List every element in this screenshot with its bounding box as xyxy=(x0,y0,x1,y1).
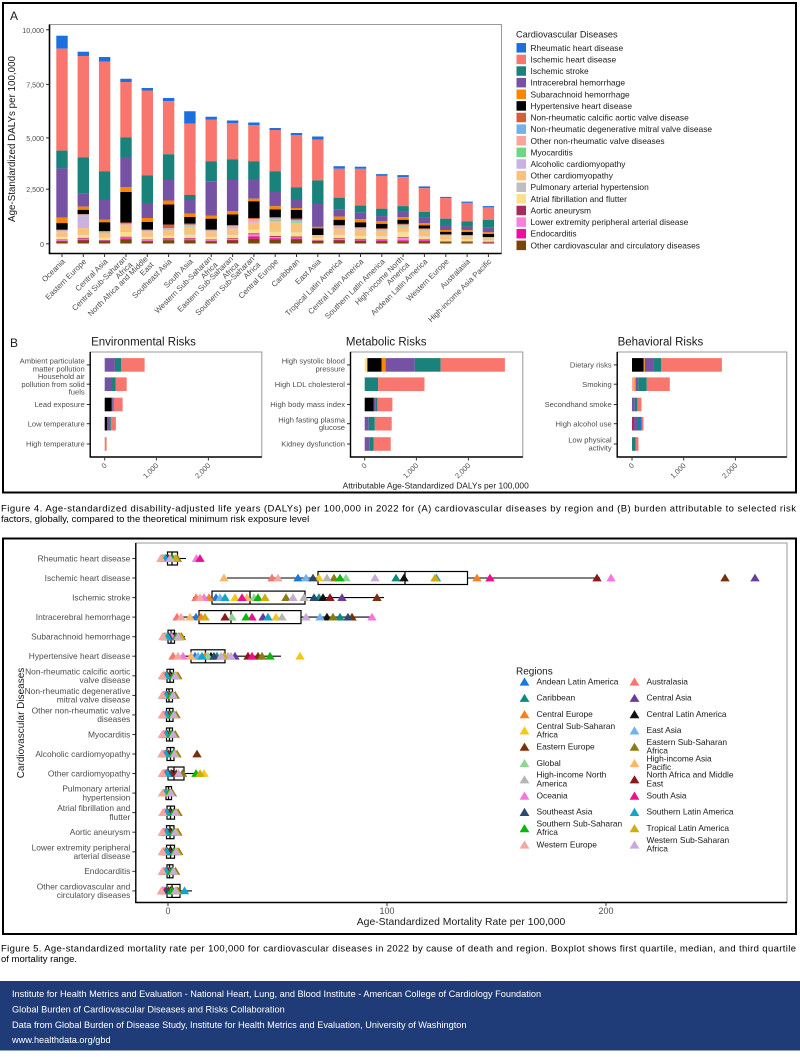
svg-text:Environmental Risks: Environmental Risks xyxy=(91,337,196,349)
svg-text:Myocarditis: Myocarditis xyxy=(531,147,573,157)
svg-text:Ischemic stroke: Ischemic stroke xyxy=(72,593,131,603)
svg-text:Hypertensive heart disease: Hypertensive heart disease xyxy=(29,651,131,661)
svg-text:Other non-rheumatic valve dise: Other non-rheumatic valve diseases xyxy=(531,136,665,146)
svg-text:Oceania: Oceania xyxy=(537,790,569,800)
svg-text:Aortic aneurysm: Aortic aneurysm xyxy=(70,827,131,837)
svg-text:5,000: 5,000 xyxy=(26,135,44,143)
svg-text:Other cardiomyopathy: Other cardiomyopathy xyxy=(48,768,131,778)
svg-text:Ischemic heart disease: Ischemic heart disease xyxy=(531,54,617,64)
svg-text:www.healthdata.org/gbd: www.healthdata.org/gbd xyxy=(11,1035,111,1045)
svg-text:Behavioral Risks: Behavioral Risks xyxy=(618,337,704,349)
svg-text:Andean Latin America: Andean Latin America xyxy=(537,676,619,686)
svg-text:factors, globally, compared to: factors, globally, compared to the theor… xyxy=(1,514,309,525)
svg-text:Central Europe: Central Europe xyxy=(537,709,594,719)
svg-text:Dietary risks: Dietary risks xyxy=(570,361,612,370)
svg-text:Age-Standardized Mortality Rat: Age-Standardized Mortality Rate per 100,… xyxy=(357,917,566,928)
svg-text:0: 0 xyxy=(40,241,44,249)
svg-text:Endocarditis: Endocarditis xyxy=(531,229,577,239)
svg-text:High alcohol use: High alcohol use xyxy=(556,419,612,428)
svg-text:Australasia: Australasia xyxy=(647,676,689,686)
svg-text:Metabolic Risks: Metabolic Risks xyxy=(346,337,427,349)
svg-text:Southern Latin America: Southern Latin America xyxy=(647,807,734,817)
svg-text:Subarachnoid hemorrhage: Subarachnoid hemorrhage xyxy=(531,89,631,99)
svg-text:High temperature: High temperature xyxy=(26,440,85,449)
svg-text:B: B xyxy=(10,336,18,350)
svg-text:Non-rheumatic calcific aortic: Non-rheumatic calcific aortic valve dise… xyxy=(531,113,690,123)
svg-text:Age-Standardized DALYs per 100: Age-Standardized DALYs per 100,000 xyxy=(7,55,18,221)
svg-text:Figure 4. Age-standardized dis: Figure 4. Age-standardized disability-ad… xyxy=(1,504,796,515)
svg-text:7,500: 7,500 xyxy=(26,81,44,89)
svg-text:Caribbean: Caribbean xyxy=(537,693,576,703)
svg-text:Rheumatic heart disease: Rheumatic heart disease xyxy=(38,553,131,563)
svg-text:Rheumatic heart disease: Rheumatic heart disease xyxy=(531,43,624,53)
svg-text:Non-rheumatic degenerative mit: Non-rheumatic degenerative mitral valve … xyxy=(531,124,713,134)
svg-text:Western Europe: Western Europe xyxy=(537,839,598,849)
svg-text:2,500: 2,500 xyxy=(26,186,44,194)
svg-text:10,000: 10,000 xyxy=(22,27,44,35)
svg-text:Intracerebral hemorrhage: Intracerebral hemorrhage xyxy=(36,612,131,622)
svg-text:High body mass index: High body mass index xyxy=(270,400,345,409)
svg-text:Central Latin America: Central Latin America xyxy=(647,709,727,719)
svg-text:Cardiovascular Diseases: Cardiovascular Diseases xyxy=(16,668,27,779)
svg-text:Low temperature: Low temperature xyxy=(28,419,85,428)
svg-text:Tropical Latin America: Tropical Latin America xyxy=(647,823,730,833)
svg-text:Other cardiomyopathy: Other cardiomyopathy xyxy=(531,171,614,181)
svg-text:of mortality range.: of mortality range. xyxy=(1,954,77,965)
svg-text:Global: Global xyxy=(537,758,561,768)
svg-text:Endocarditis: Endocarditis xyxy=(84,866,130,876)
svg-text:Central Asia: Central Asia xyxy=(647,693,692,703)
svg-text:Alcoholic cardiomyopathy: Alcoholic cardiomyopathy xyxy=(531,159,627,169)
svg-text:100: 100 xyxy=(379,906,394,916)
svg-text:Smoking: Smoking xyxy=(582,380,612,389)
svg-text:Lead exposure: Lead exposure xyxy=(34,400,84,409)
svg-text:Southeast Asia: Southeast Asia xyxy=(537,807,593,817)
svg-text:South Asia: South Asia xyxy=(647,790,687,800)
svg-text:Institute for Health Metrics a: Institute for Health Metrics and Evaluat… xyxy=(12,989,541,999)
svg-text:Attributable Age-Standardized: Attributable Age-Standardized DALYs per … xyxy=(343,481,529,491)
svg-text:High LDL cholesterol: High LDL cholesterol xyxy=(275,380,346,389)
svg-text:Data from Global Burden of Dis: Data from Global Burden of Disease Study… xyxy=(12,1020,466,1030)
svg-text:Secondhand smoke: Secondhand smoke xyxy=(545,400,612,409)
svg-text:Aortic aneurysm: Aortic aneurysm xyxy=(531,205,592,215)
svg-text:0: 0 xyxy=(165,906,170,916)
svg-text:Other cardiovascular and circu: Other cardiovascular and circulatory dis… xyxy=(531,240,700,250)
svg-text:Lower extremity peripheral art: Lower extremity peripheral arterial dise… xyxy=(531,217,689,227)
svg-text:Subarachnoid hemorrhage: Subarachnoid hemorrhage xyxy=(31,632,131,642)
svg-text:A: A xyxy=(10,9,18,23)
svg-text:Myocarditis: Myocarditis xyxy=(88,729,130,739)
svg-text:Ischemic stroke: Ischemic stroke xyxy=(531,66,590,76)
svg-text:Alcoholic cardiomyopathy: Alcoholic cardiomyopathy xyxy=(35,749,131,759)
svg-text:200: 200 xyxy=(598,906,613,916)
svg-text:East Asia: East Asia xyxy=(647,725,682,735)
svg-text:Figure 5. Age-standardized mor: Figure 5. Age-standardized mortality rat… xyxy=(1,944,796,955)
svg-text:Intracerebral hemorrhage: Intracerebral hemorrhage xyxy=(531,78,626,88)
svg-text:Hypertensive heart disease: Hypertensive heart disease xyxy=(531,101,633,111)
svg-text:Global Burden of Cardiovascula: Global Burden of Cardiovascular Diseases… xyxy=(12,1004,285,1014)
svg-text:Pulmonary arterial hypertensio: Pulmonary arterial hypertension xyxy=(531,182,650,192)
svg-text:Eastern Europe: Eastern Europe xyxy=(537,742,596,752)
svg-text:Kidney dysfunction: Kidney dysfunction xyxy=(281,440,345,449)
svg-text:Cardiovascular Diseases: Cardiovascular Diseases xyxy=(516,30,618,40)
svg-text:Atrial fibrillation and flutte: Atrial fibrillation and flutter xyxy=(531,194,628,204)
svg-text:Ischemic heart disease: Ischemic heart disease xyxy=(45,573,131,583)
